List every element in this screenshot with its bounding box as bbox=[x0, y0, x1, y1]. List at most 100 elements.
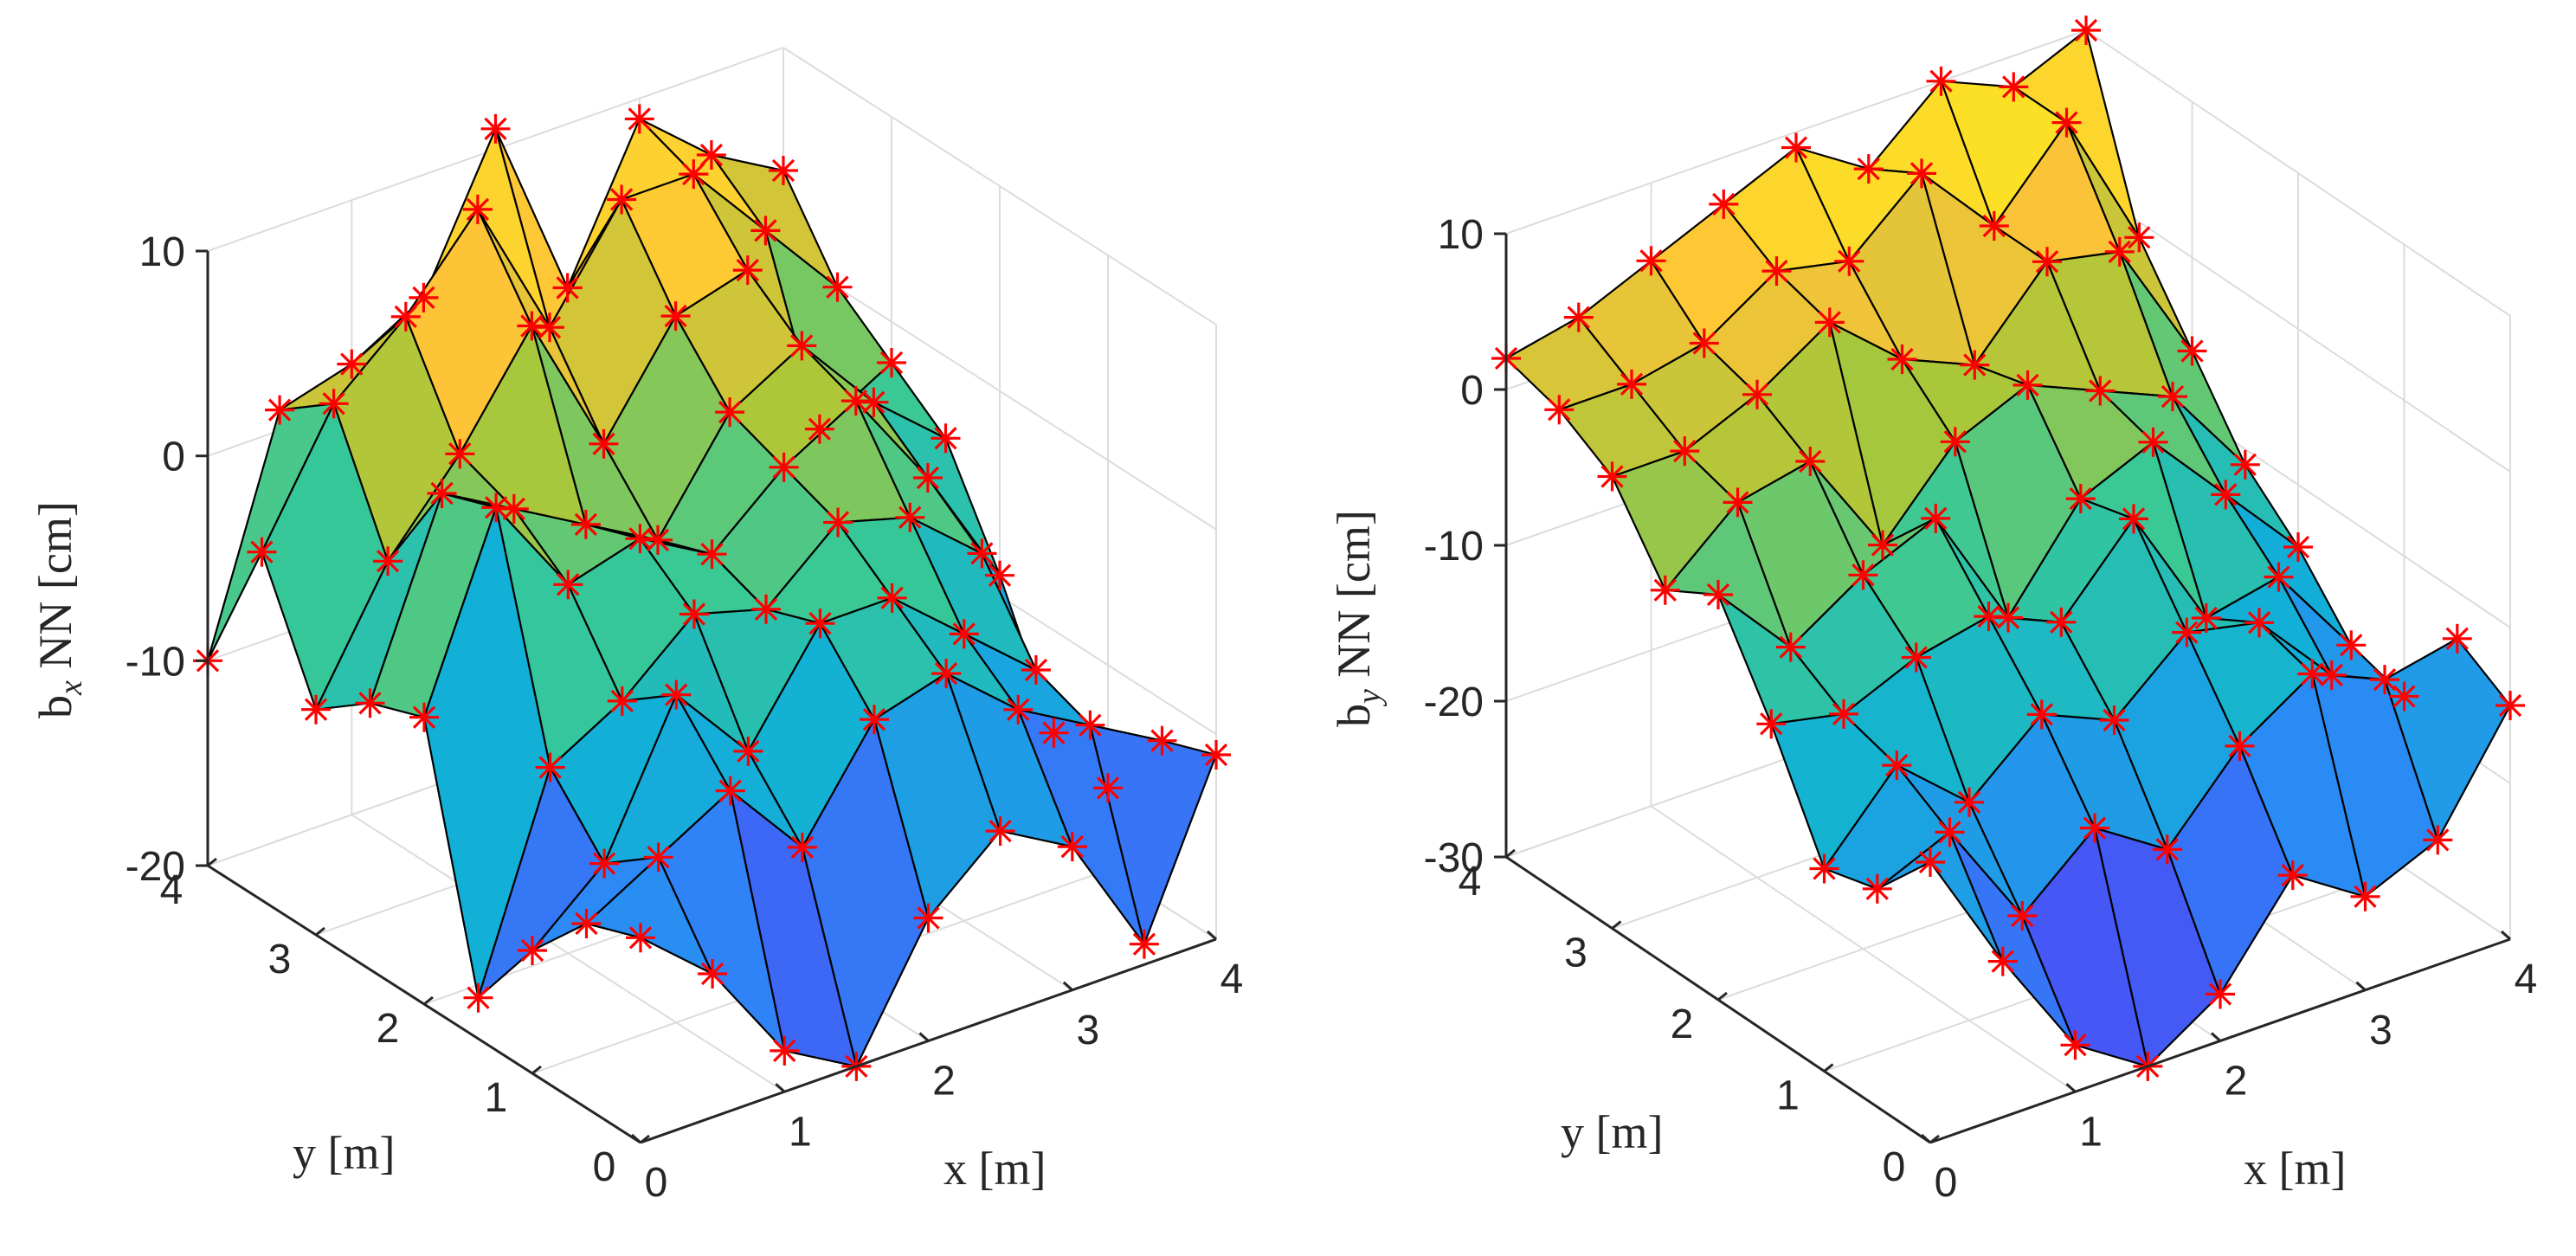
marker-stroke bbox=[682, 162, 705, 186]
marker-stroke bbox=[1204, 743, 1228, 767]
marker-stroke bbox=[2286, 535, 2310, 559]
data-point-marker bbox=[355, 688, 385, 718]
data-point-marker bbox=[2080, 813, 2109, 843]
data-point-marker bbox=[445, 439, 475, 469]
data-point-marker bbox=[1057, 832, 1087, 862]
marker-stroke bbox=[718, 400, 742, 424]
data-point-marker bbox=[787, 331, 817, 361]
marker-stroke bbox=[1982, 214, 2006, 238]
marker-stroke bbox=[2233, 453, 2257, 476]
data-point-marker bbox=[643, 525, 673, 555]
x-tick bbox=[2065, 1083, 2077, 1093]
marker-stroke bbox=[2194, 606, 2218, 630]
marker-stroke bbox=[1706, 583, 1730, 607]
data-point-marker bbox=[1775, 632, 1806, 662]
marker-stroke bbox=[484, 117, 507, 141]
marker-stroke bbox=[934, 427, 957, 450]
marker-stroke bbox=[1132, 932, 1156, 956]
data-point-marker bbox=[2119, 504, 2148, 534]
x-tick-label: 0 bbox=[1935, 1160, 1958, 1206]
marker-stroke bbox=[592, 432, 615, 456]
z-tick-label: -20 bbox=[126, 844, 185, 890]
data-point-marker bbox=[732, 255, 763, 286]
marker-stroke bbox=[808, 417, 832, 441]
data-point-marker bbox=[823, 507, 853, 538]
marker-stroke bbox=[2498, 693, 2522, 718]
marker-stroke bbox=[1567, 306, 1590, 329]
marker-stroke bbox=[700, 542, 724, 566]
y-tick-label: 1 bbox=[1776, 1073, 1800, 1119]
data-point-marker bbox=[2026, 699, 2057, 730]
marker-stroke bbox=[1712, 192, 1736, 216]
data-point-marker bbox=[1848, 560, 1878, 590]
zlabel-bx-sub: x bbox=[53, 680, 89, 696]
marker-stroke bbox=[1918, 850, 1942, 874]
marker-stroke bbox=[1745, 383, 1769, 406]
data-point-marker bbox=[570, 509, 601, 539]
data-point-marker bbox=[2316, 660, 2347, 690]
marker-stroke bbox=[2426, 828, 2450, 852]
data-point-marker bbox=[462, 194, 493, 224]
data-point-marker bbox=[913, 903, 943, 933]
z-tick-label: -10 bbox=[126, 639, 185, 685]
data-point-marker bbox=[373, 546, 403, 576]
data-point-marker bbox=[931, 659, 962, 689]
x-tick-label: 3 bbox=[2369, 1008, 2392, 1053]
data-point-marker bbox=[589, 848, 620, 879]
y-tick bbox=[531, 1065, 542, 1075]
data-point-marker bbox=[1201, 740, 1231, 770]
marker-stroke bbox=[1991, 950, 2014, 973]
marker-stroke bbox=[682, 602, 706, 626]
zlabel-by-rest: NN [cm] bbox=[1328, 510, 1380, 689]
y-tick bbox=[1505, 848, 1516, 859]
grid-line bbox=[1505, 29, 2087, 235]
data-point-marker bbox=[481, 493, 512, 523]
marker-stroke bbox=[394, 305, 417, 329]
data-point-marker bbox=[1987, 946, 2018, 976]
marker-stroke bbox=[2141, 430, 2165, 454]
data-point-marker bbox=[1853, 154, 1884, 184]
marker-stroke bbox=[737, 739, 760, 763]
data-point-marker bbox=[697, 539, 727, 570]
marker-stroke bbox=[1692, 332, 1716, 355]
marker-stroke bbox=[1996, 606, 2020, 629]
data-point-marker bbox=[2071, 16, 2101, 45]
marker-stroke bbox=[2392, 685, 2416, 708]
marker-stroke bbox=[556, 276, 579, 300]
marker-stroke bbox=[2281, 863, 2304, 887]
x-tick bbox=[1920, 1133, 1932, 1144]
marker-stroke bbox=[718, 779, 742, 802]
marker-stroke bbox=[1977, 604, 2000, 628]
data-point-marker bbox=[1955, 787, 1984, 817]
data-point-marker bbox=[2277, 860, 2308, 891]
data-point-marker bbox=[1742, 379, 1772, 409]
zlabel-bx-rest: NN [cm] bbox=[29, 501, 81, 680]
marker-stroke bbox=[1007, 698, 1030, 721]
z-tick-label: 0 bbox=[1460, 368, 1484, 414]
data-point-marker bbox=[804, 414, 834, 444]
data-point-marker bbox=[1756, 709, 1787, 739]
zlabel-by-base: b bbox=[1328, 704, 1380, 727]
marker-stroke bbox=[1726, 491, 1749, 514]
data-point-marker bbox=[1901, 642, 1931, 673]
data-point-marker bbox=[1887, 345, 1917, 374]
marker-stroke bbox=[1929, 69, 1953, 93]
data-point-marker bbox=[679, 159, 709, 190]
y-tick bbox=[1823, 1063, 1834, 1072]
data-point-marker bbox=[895, 502, 925, 532]
marker-stroke bbox=[970, 542, 994, 565]
marker-stroke bbox=[467, 986, 490, 1009]
data-point-marker bbox=[661, 680, 692, 710]
marker-stroke bbox=[1784, 136, 1808, 159]
marker-stroke bbox=[2445, 627, 2469, 650]
marker-stroke bbox=[538, 315, 562, 339]
data-point-marker bbox=[2152, 834, 2182, 865]
marker-stroke bbox=[952, 622, 976, 646]
marker-stroke bbox=[1813, 857, 1836, 880]
data-point-marker bbox=[1935, 817, 1965, 847]
marker-stroke bbox=[1938, 821, 1961, 844]
data-point-marker bbox=[985, 816, 1015, 847]
data-point-marker bbox=[770, 1035, 800, 1066]
data-point-marker bbox=[626, 923, 655, 953]
data-point-marker bbox=[2177, 336, 2207, 366]
